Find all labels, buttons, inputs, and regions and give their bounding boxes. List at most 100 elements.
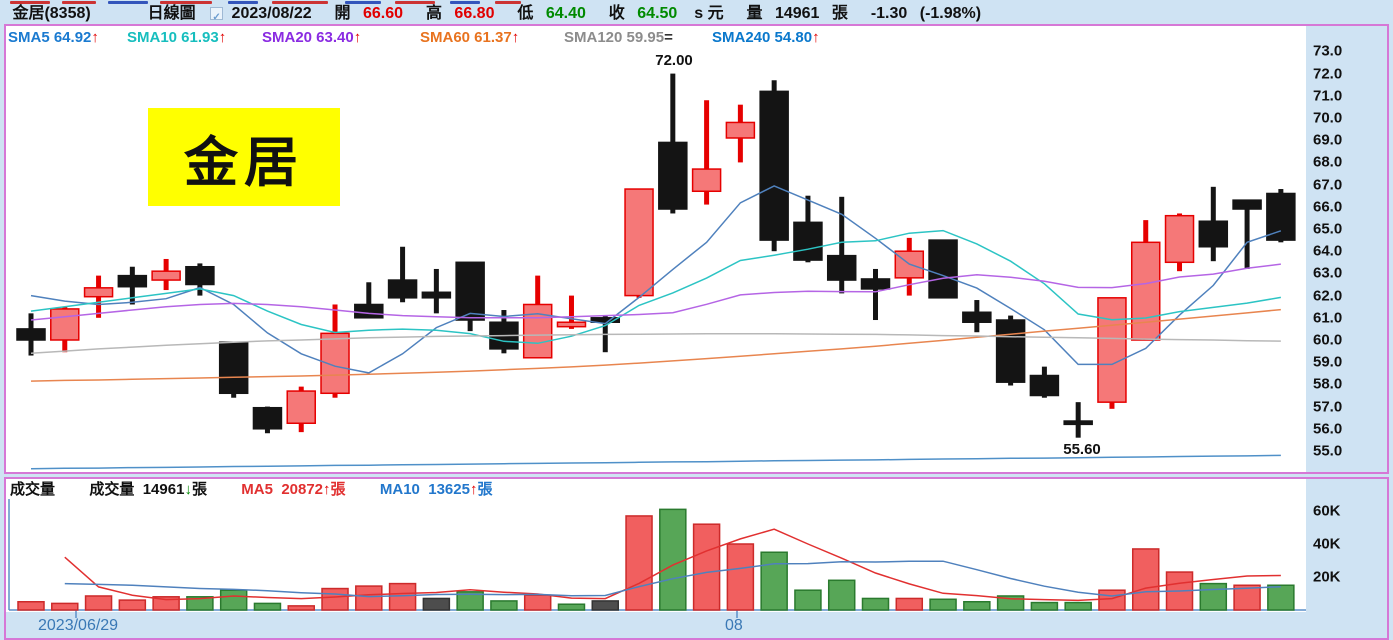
change-pct: (-1.98%): [919, 5, 982, 22]
down-arrow-icon: ↓: [184, 481, 192, 498]
chart-type-selector[interactable]: 日線圖: [147, 5, 196, 22]
volume-bar: [1267, 584, 1295, 611]
volume-bar: [1131, 548, 1160, 611]
candle-wick: [433, 268, 439, 314]
up-arrow-icon: ↑: [91, 29, 99, 46]
volume-bar: [321, 587, 349, 611]
price-tick-label: 72.0: [1313, 65, 1343, 83]
volume-bar: [1098, 589, 1126, 611]
clipped-text-fragment: [345, 1, 381, 4]
low-annotation: 55.60: [1063, 441, 1101, 458]
date-value: 2023/08/22: [231, 5, 312, 22]
volume-bar: [523, 594, 552, 611]
candle-body: [455, 261, 485, 321]
price-tick-label: 71.0: [1313, 87, 1343, 105]
candle-body: [1130, 241, 1161, 341]
candle-body: [522, 303, 553, 359]
candle-body: [962, 311, 992, 323]
candle-body: [83, 287, 114, 298]
up-arrow-icon: ↑: [353, 29, 362, 46]
price-tick-label: 58.0: [1313, 375, 1343, 393]
high-annotation: 72.00: [655, 52, 693, 69]
candle-body: [928, 239, 958, 299]
vol-ma5-value: 20872: [281, 481, 324, 498]
candle-body: [860, 278, 891, 290]
up-arrow-icon: ↑: [812, 29, 820, 46]
volume-bar: [591, 600, 620, 611]
candle-body: [759, 90, 789, 241]
candle-body: [995, 319, 1026, 383]
candle-body: [793, 221, 823, 261]
price-tick-label: 61.0: [1313, 309, 1343, 327]
price-tick-label: 65.0: [1313, 220, 1343, 238]
price-tick-label: 60.0: [1313, 331, 1343, 349]
clipped-text-fragment: [62, 1, 96, 4]
up-arrow-icon: ↑: [218, 29, 227, 46]
volume-legend-value: 14961: [142, 481, 185, 498]
sma-legend-item-sma120: SMA120 59.95=: [564, 29, 673, 46]
sma-legend-item-sma5: SMA5 64.92↑: [8, 29, 99, 46]
clipped-text-fragment: [450, 1, 480, 4]
vol_ma10-line: [64, 560, 1281, 598]
volume-bar: [827, 579, 856, 611]
candle-body: [1232, 199, 1262, 210]
volume-bar: [84, 595, 113, 611]
sma120-line: [30, 333, 1281, 355]
price-tick-label: 73.0: [1313, 42, 1343, 60]
sma-legend-item-sma240: SMA240 54.80↑: [712, 29, 820, 46]
candle-body: [1029, 374, 1060, 397]
candle-body: [16, 328, 46, 341]
sma10-line: [30, 229, 1281, 345]
volume-chart-panel: 60K 40K 20K 2023/06/29 08 成交量 成交量 14961↓張 M…: [4, 477, 1389, 640]
candlestick-chart: [16, 73, 1296, 470]
low-value: 64.40: [545, 5, 586, 22]
volume-bar: [456, 591, 484, 611]
volume-bar: [929, 598, 957, 611]
up-arrow-icon: ↑: [323, 481, 331, 498]
volume-bar: [219, 589, 248, 611]
volume-bar: [388, 582, 417, 611]
x-axis-date-label: 2023/06/29: [38, 617, 119, 634]
candle-body: [725, 121, 756, 139]
price-tick-label: 64.0: [1313, 242, 1343, 260]
symbol-title: 金居(8358): [12, 5, 91, 22]
vol_ma5-line: [64, 528, 1281, 602]
volume-bar: [287, 605, 315, 611]
clipped-toolbar-row: [0, 0, 1393, 4]
volume-tick-label: 60K: [1313, 502, 1341, 520]
candle-body: [50, 308, 80, 341]
volume-bar: [1064, 601, 1092, 611]
volume-bar: [17, 601, 45, 611]
volume-bar: [1030, 601, 1059, 611]
clipped-text-fragment: [160, 1, 212, 4]
volume-legend: 成交量 成交量 14961↓張 MA5 20872↑張 MA10 13625↑張: [10, 481, 492, 499]
header-bar: 金居(8358) 日線圖 ✓ 2023/08/22 開 66.60 高 66.8…: [0, 4, 1393, 24]
volume-tick-label: 40K: [1313, 535, 1341, 553]
price-tick-label: 69.0: [1313, 131, 1343, 149]
candle-body: [354, 303, 384, 319]
volume-legend-label: 成交量: [89, 481, 135, 498]
vol-ma10-unit: 張: [477, 481, 493, 498]
volume-bar: [422, 597, 451, 611]
price-tick-label: 67.0: [1313, 176, 1343, 194]
stock-name-watermark: 金居: [148, 108, 340, 206]
x-axis-date-label: 08: [725, 617, 743, 634]
candle-body: [1198, 220, 1229, 248]
high-value: 66.80: [454, 5, 495, 22]
volume-bar: [692, 523, 721, 611]
price-tick-label: 66.0: [1313, 198, 1343, 216]
candle-body: [826, 254, 857, 281]
volume-bar: [760, 551, 788, 611]
checkbox-icon[interactable]: ✓: [210, 7, 224, 23]
flat-icon: =: [664, 29, 673, 46]
sma60-line: [30, 308, 1281, 382]
price-tick-label: 56.0: [1313, 420, 1343, 438]
sma20-line: [30, 263, 1281, 321]
volume-bar: [794, 589, 822, 611]
volume-y-axis: 60K 40K 20K: [1306, 479, 1387, 638]
volume-bar: [186, 596, 214, 611]
clipped-text-fragment: [228, 1, 258, 4]
price-tick-label: 63.0: [1313, 264, 1343, 282]
high-label: 高: [425, 5, 442, 22]
volume-bar: [625, 515, 653, 611]
